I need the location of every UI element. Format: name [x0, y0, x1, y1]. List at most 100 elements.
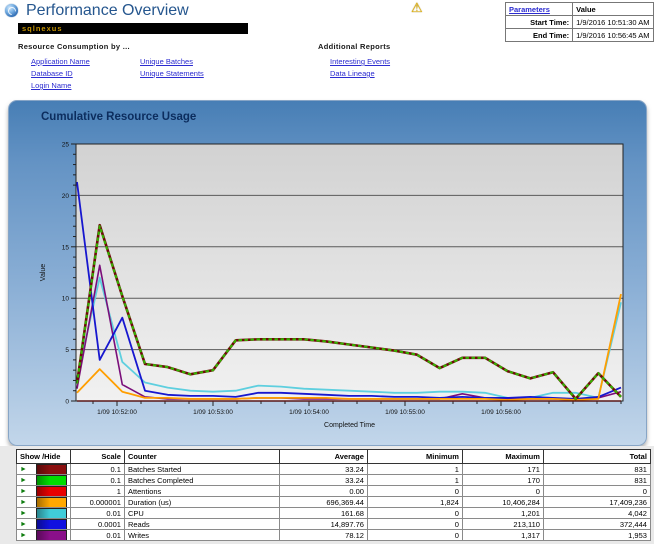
scale-cell: 0.000001	[69, 496, 125, 508]
legend-row: ► 0.000001 Duration (us) 696,369.44 1,824 10,…	[16, 496, 651, 508]
y-tick-label: 5	[65, 347, 69, 354]
maximum-cell: 170	[461, 474, 544, 486]
minimum-cell: 1	[366, 474, 463, 486]
series-line-duration-us-	[76, 293, 622, 401]
minimum-cell: 0	[366, 485, 463, 497]
x-tick-label: 1/09 10:53:00	[193, 409, 233, 416]
counter-legend-table: Show /Hide Scale Counter Average Minimum Maxi…	[16, 449, 651, 541]
maximum-cell: 213,110	[461, 518, 544, 530]
start-time-label: Start Time:	[504, 15, 574, 29]
average-cell: 14,897.76	[278, 518, 368, 530]
scale-cell: 0.1	[69, 463, 125, 475]
legend-row: ► 0.01 CPU 161.68 0 1,201 4,042	[16, 507, 651, 519]
y-tick-label: 20	[62, 193, 70, 200]
show-hide-cell: ►	[16, 474, 71, 486]
series-color-swatch	[35, 475, 67, 485]
link-data-lineage[interactable]: Data Lineage	[330, 69, 375, 78]
show-hide-arrow[interactable]: ►	[20, 487, 27, 495]
minimum-cell: 1,824	[366, 496, 463, 508]
database-banner: sqlnexus	[18, 23, 248, 34]
total-cell: 0	[542, 485, 651, 497]
x-axis-title: Completed Time	[324, 422, 375, 429]
series-color-swatch	[35, 486, 67, 496]
average-cell: 78.12	[278, 529, 368, 541]
show-hide-cell: ►	[16, 485, 71, 497]
counter-cell: Batches Completed	[123, 474, 280, 486]
counter-cell: Duration (us)	[123, 496, 280, 508]
report-icon	[5, 4, 18, 17]
link-login-name[interactable]: Login Name	[31, 81, 72, 90]
show-hide-arrow[interactable]: ►	[20, 498, 27, 506]
show-hide-arrow[interactable]: ►	[20, 531, 27, 539]
series-color-swatch	[35, 530, 67, 540]
show-hide-arrow[interactable]: ►	[20, 465, 27, 473]
total-cell: 831	[542, 474, 651, 486]
series-line-reads	[76, 181, 622, 400]
scale-cell: 0.01	[69, 529, 125, 541]
end-time-value: 1/9/2016 10:56:45 AM	[572, 28, 654, 42]
legend-header-scale: Scale	[69, 449, 125, 464]
parameters-table: Parameters Value Start Time: 1/9/2016 10…	[504, 2, 654, 42]
show-hide-arrow[interactable]: ►	[20, 509, 27, 517]
legend-header-minimum: Minimum	[366, 449, 463, 464]
legend-header-counter: Counter	[123, 449, 280, 464]
scale-cell: 0.1	[69, 474, 125, 486]
plot-border	[75, 143, 624, 402]
x-tick-label: 1/09 10:56:00	[481, 409, 521, 416]
average-cell: 161.68	[278, 507, 368, 519]
maximum-cell: 0	[461, 485, 544, 497]
y-tick-label: 15	[62, 244, 70, 251]
scale-cell: 0.0001	[69, 518, 125, 530]
series-color-swatch	[35, 497, 67, 507]
resource-consumption-heading: Resource Consumption by ...	[18, 42, 130, 51]
legend-row: ► 0.1 Batches Started 33.24 1 171 831	[16, 463, 651, 475]
warning-icon: ⚠	[411, 0, 423, 15]
series-color-swatch	[35, 464, 67, 474]
value-header-cell: Value	[572, 2, 654, 16]
show-hide-arrow[interactable]: ►	[20, 520, 27, 528]
link-unique-statements[interactable]: Unique Statements	[140, 69, 204, 78]
counter-cell: CPU	[123, 507, 280, 519]
y-tick-label: 10	[62, 296, 70, 303]
legend-header-maximum: Maximum	[461, 449, 544, 464]
legend-table-region: Show /Hide Scale Counter Average Minimum Maxi…	[0, 446, 654, 544]
parameters-link[interactable]: Parameters	[509, 4, 550, 14]
show-hide-cell: ►	[16, 529, 71, 541]
legend-header-show-hide: Show /Hide	[16, 449, 71, 464]
series-line-batches-completed	[75, 225, 622, 400]
counter-cell: Batches Started	[123, 463, 280, 475]
plot-background	[76, 144, 623, 401]
link-interesting-events[interactable]: Interesting Events	[330, 57, 391, 66]
page-title: Performance Overview	[26, 2, 189, 19]
legend-row: ► 0.1 Batches Completed 33.24 1 170 831	[16, 474, 651, 486]
average-cell: 33.24	[278, 463, 368, 475]
show-hide-arrow[interactable]: ►	[20, 476, 27, 484]
link-application-name[interactable]: Application Name	[31, 57, 90, 66]
average-cell: 0.00	[278, 485, 368, 497]
minimum-cell: 0	[366, 518, 463, 530]
y-tick-label: 0	[65, 399, 69, 406]
legend-row: ► 0.01 Writes 78.12 0 1,317 1,953	[16, 529, 651, 541]
parameters-header-cell: Parameters	[504, 2, 574, 16]
chart-plot-area: 0 5 10 15 20 25 1/09 10:52:00 1/09 10:53:00 1/09…	[40, 142, 624, 429]
show-hide-cell: ►	[16, 518, 71, 530]
series-line-cpu	[76, 276, 622, 399]
show-hide-cell: ►	[16, 463, 71, 475]
total-cell: 372,444	[542, 518, 651, 530]
x-tick-label: 1/09 10:52:00	[97, 409, 137, 416]
link-unique-batches[interactable]: Unique Batches	[140, 57, 193, 66]
link-database-id[interactable]: Database ID	[31, 69, 73, 78]
show-hide-cell: ►	[16, 496, 71, 508]
chart-title: Cumulative Resource Usage	[41, 111, 197, 123]
y-axis-title: Value	[40, 264, 47, 281]
average-cell: 33.24	[278, 474, 368, 486]
start-time-value: 1/9/2016 10:51:30 AM	[572, 15, 654, 29]
series-color-swatch	[35, 519, 67, 529]
cumulative-resource-usage-chart: Cumulative Resource Usage 0 5 10 15 20 25 1/09…	[8, 100, 647, 446]
counter-cell: Reads	[123, 518, 280, 530]
x-tick-label: 1/09 10:55:00	[385, 409, 425, 416]
counter-cell: Writes	[123, 529, 280, 541]
counter-cell: Attentions	[123, 485, 280, 497]
y-tick-label: 25	[62, 142, 70, 149]
show-hide-cell: ►	[16, 507, 71, 519]
